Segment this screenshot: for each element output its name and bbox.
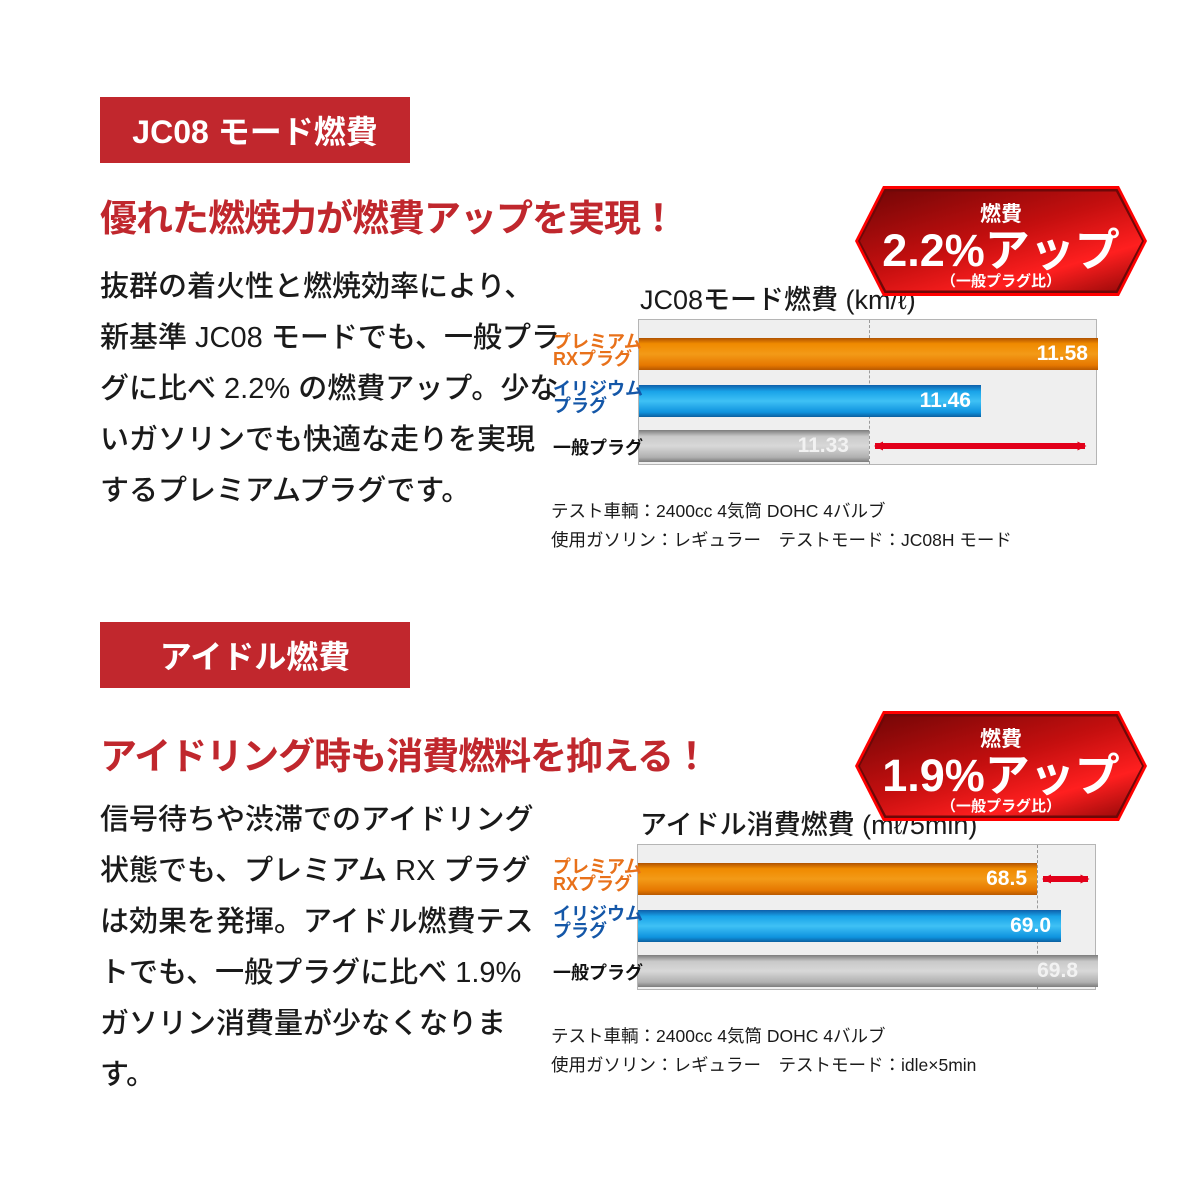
svg-text:燃費: 燃費 bbox=[980, 728, 1022, 751]
svg-text:1.9%アップ: 1.9%アップ bbox=[882, 750, 1120, 801]
svg-text:2.2%アップ: 2.2%アップ bbox=[882, 225, 1120, 276]
svg-text:燃費: 燃費 bbox=[980, 203, 1022, 226]
svg-text:（一般プラグ比）: （一般プラグ比） bbox=[941, 797, 1061, 815]
svg-text:（一般プラグ比）: （一般プラグ比） bbox=[941, 272, 1061, 290]
